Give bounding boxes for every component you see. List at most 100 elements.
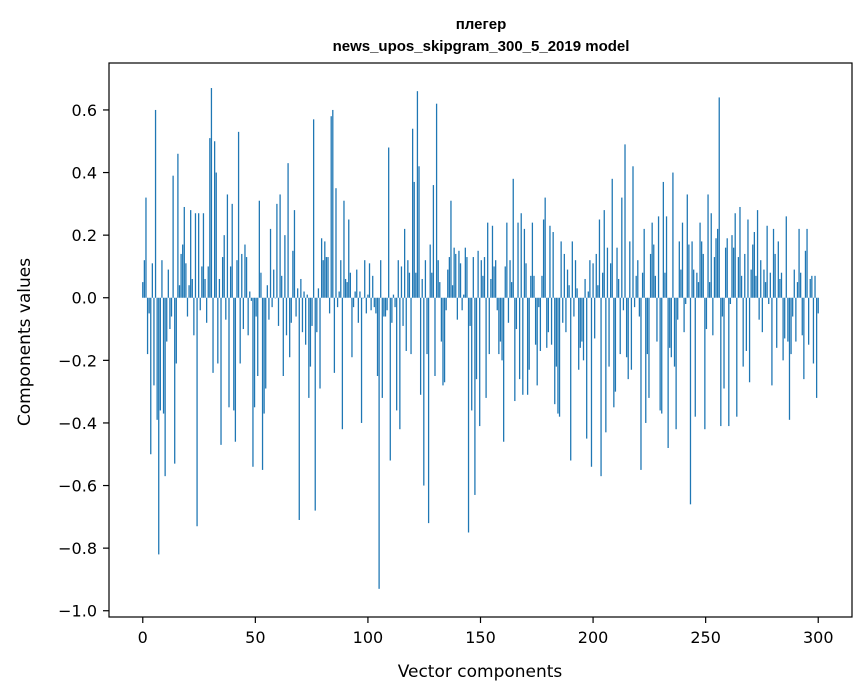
bar — [654, 275, 656, 298]
bar — [186, 297, 189, 317]
bar — [753, 232, 755, 298]
bar — [627, 297, 629, 380]
bar — [523, 228, 526, 298]
bar — [474, 297, 476, 495]
bar — [487, 222, 489, 298]
x-tick-label: 300 — [803, 628, 834, 647]
bar — [440, 297, 443, 342]
bar — [348, 219, 350, 298]
bar — [354, 291, 356, 298]
bar — [815, 297, 818, 398]
bar — [199, 297, 201, 311]
bar — [595, 253, 597, 298]
bar — [685, 297, 687, 305]
bar — [782, 297, 784, 361]
bar — [308, 297, 310, 398]
bar — [228, 297, 230, 408]
bar — [472, 257, 474, 298]
bar — [511, 282, 513, 298]
bar — [755, 275, 757, 298]
bar — [325, 257, 328, 298]
bar — [544, 197, 546, 298]
bar — [258, 200, 260, 298]
bar — [439, 282, 441, 298]
bar — [798, 228, 800, 298]
bar — [367, 294, 369, 298]
bar — [450, 200, 452, 298]
y-tick-label: −0.8 — [58, 539, 97, 558]
bar — [638, 297, 641, 317]
bar — [463, 294, 465, 298]
bar — [415, 272, 417, 298]
bar — [566, 269, 569, 298]
bar — [546, 297, 548, 348]
bar — [495, 260, 497, 298]
x-tick-label: 0 — [138, 628, 148, 647]
bar — [341, 297, 344, 430]
bar — [538, 297, 540, 308]
bar — [437, 260, 439, 298]
bar — [448, 257, 450, 298]
bar — [704, 297, 706, 430]
bar — [154, 109, 157, 298]
bar — [586, 297, 588, 439]
bar — [142, 282, 144, 298]
bar — [507, 297, 510, 323]
bar — [191, 278, 193, 298]
bar — [145, 197, 147, 298]
bar — [728, 297, 730, 427]
bar — [158, 297, 160, 555]
bar — [673, 297, 676, 367]
bar — [343, 200, 345, 298]
bar — [253, 297, 256, 408]
bar — [565, 297, 567, 333]
y-tick-label: 0.2 — [72, 226, 97, 245]
bar — [808, 297, 810, 345]
bar — [266, 285, 268, 298]
bar — [175, 297, 177, 364]
bar — [742, 297, 744, 367]
bar — [183, 206, 185, 298]
bar — [792, 297, 794, 317]
bar — [261, 297, 264, 470]
bar — [693, 269, 695, 298]
bar — [434, 297, 436, 376]
bar — [365, 297, 367, 314]
bar — [206, 297, 208, 323]
bar — [817, 297, 819, 314]
bar — [651, 222, 653, 298]
bar — [378, 297, 380, 589]
bar — [709, 282, 711, 298]
bar — [774, 253, 776, 298]
bar — [423, 297, 425, 486]
bar — [803, 297, 805, 380]
bar — [536, 297, 538, 386]
bar — [281, 275, 283, 298]
bar — [268, 297, 270, 320]
bar — [504, 266, 506, 298]
bar — [201, 266, 203, 298]
bar — [244, 244, 246, 298]
bar — [761, 297, 763, 333]
bar — [164, 297, 166, 477]
bar — [447, 269, 449, 298]
bar — [788, 297, 791, 420]
bar — [661, 297, 663, 414]
bar — [515, 297, 518, 330]
bar — [677, 297, 679, 320]
bar — [633, 297, 636, 308]
bar — [656, 297, 658, 342]
bar — [750, 269, 752, 298]
bar — [541, 275, 543, 298]
bar — [234, 297, 237, 442]
bar — [351, 297, 353, 358]
bar — [413, 181, 415, 298]
bar — [381, 297, 383, 398]
bar — [335, 188, 337, 298]
bar — [785, 216, 787, 298]
bar — [174, 297, 176, 464]
bar — [314, 297, 316, 511]
chart-title-line2: news_upos_skipgram_300_5_2019 model — [333, 38, 630, 55]
bar — [554, 297, 556, 405]
bar — [525, 263, 527, 298]
